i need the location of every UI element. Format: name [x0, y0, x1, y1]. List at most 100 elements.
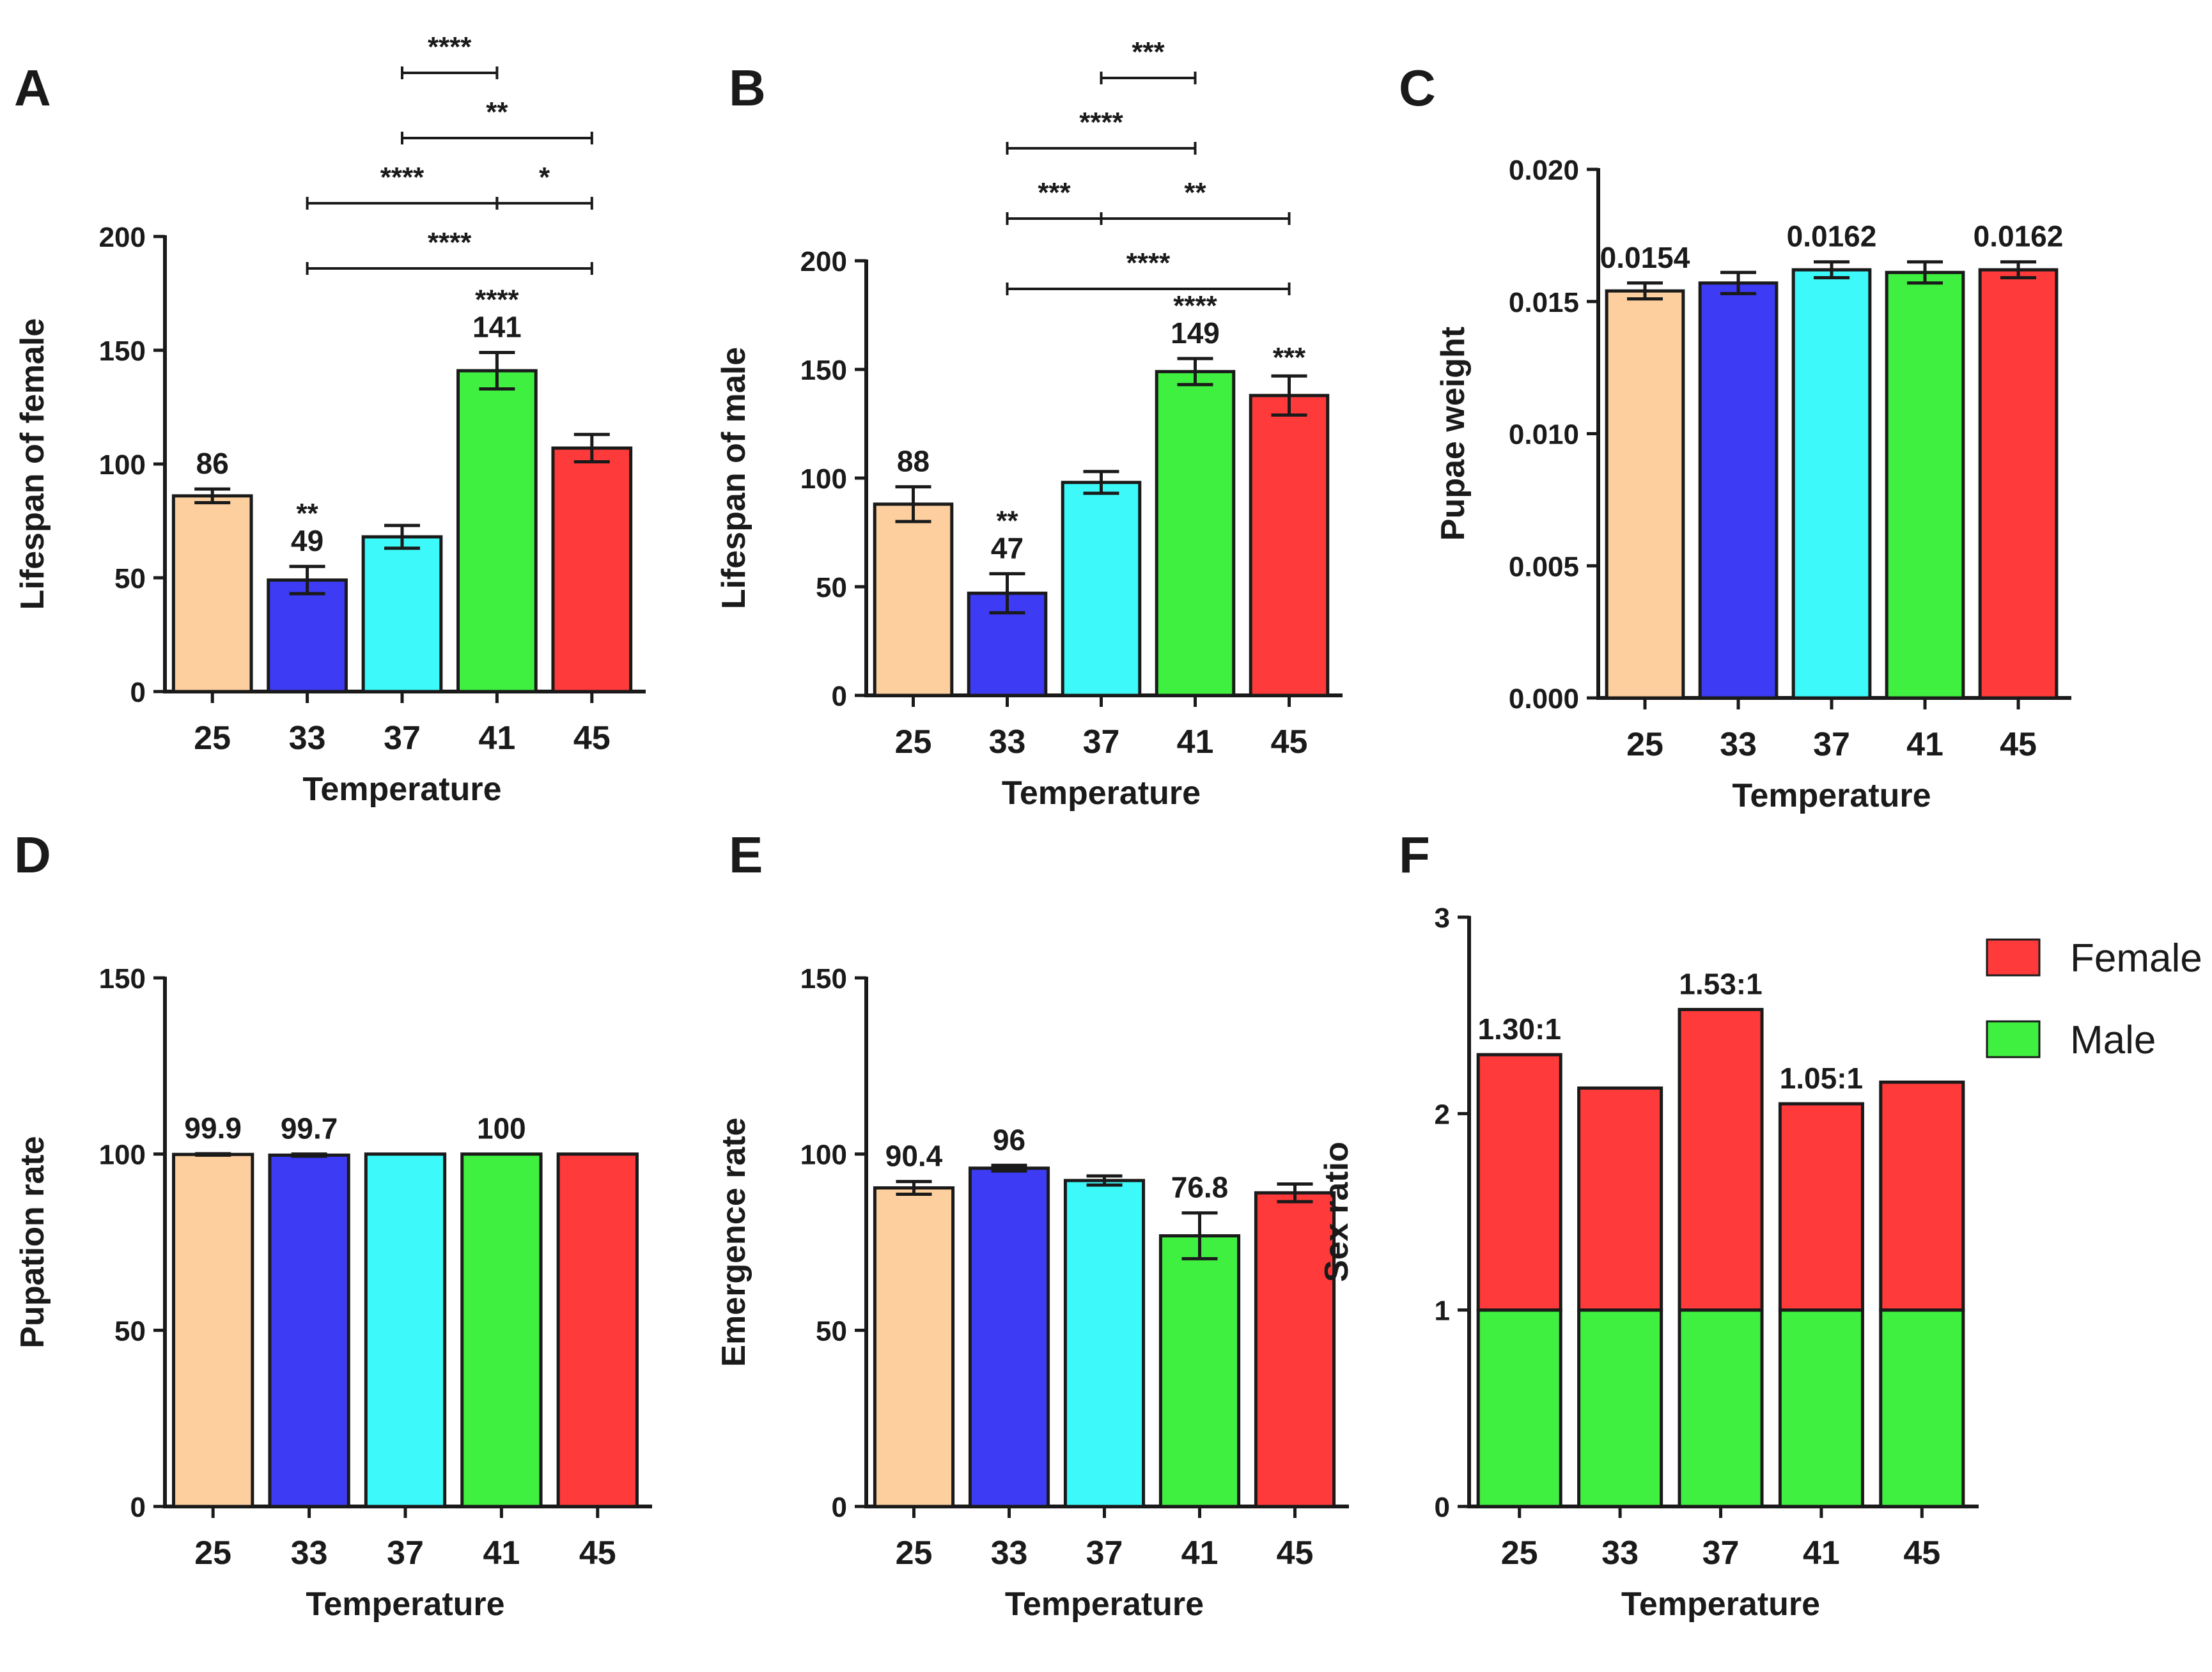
y-tick-label: 150 [800, 963, 847, 995]
y-tick-label: 0 [832, 681, 847, 712]
x-tick-label: 45 [573, 720, 611, 757]
bar-segment-male [1577, 1308, 1663, 1508]
bar-segment-female [1476, 1053, 1562, 1312]
y-tick-label: 200 [99, 222, 146, 253]
bar [364, 1152, 447, 1508]
data-label: 149 [1171, 316, 1220, 350]
bar [1885, 270, 1965, 700]
y-tick-label: 0.020 [1509, 155, 1579, 186]
data-label: 99.9 [184, 1111, 242, 1145]
x-axis-title: Temperature [1621, 1586, 1820, 1623]
x-axis-title: Temperature [306, 1586, 504, 1623]
data-label: 0.0154 [1600, 241, 1690, 274]
bar [1155, 369, 1236, 697]
panel-letter: E [729, 826, 763, 883]
x-tick-label: 37 [1702, 1535, 1740, 1572]
panel-f: F 0 1 2 3 25 33 37 41 45 Temperature Sex ratio Femal… [1318, 826, 2202, 1623]
y-tick-label: 0 [1435, 1492, 1450, 1523]
data-label: 96 [993, 1123, 1025, 1156]
panel-letter: B [729, 59, 766, 116]
comparison-label: **** [380, 162, 424, 193]
y-tick-label: 0.010 [1509, 419, 1579, 451]
x-axis-title: Temperature [302, 771, 501, 808]
comparison-label: *** [1132, 36, 1165, 68]
bar [1061, 481, 1142, 697]
bar [968, 1166, 1050, 1508]
y-tick-label: 50 [816, 572, 847, 603]
x-tick-label: 25 [194, 1535, 231, 1572]
comparison-label: ** [486, 97, 508, 128]
bar-segment-female [1678, 1007, 1764, 1312]
y-tick-label: 0.015 [1509, 287, 1579, 318]
panel-b: B 0 50 100 150 200 25 33 37 41 45 Temperature Lifesp… [715, 36, 1343, 812]
y-tick-label: 0 [832, 1492, 847, 1523]
data-label: 1.53:1 [1679, 967, 1762, 1000]
x-tick-label: 37 [384, 720, 421, 757]
bar [1698, 281, 1779, 700]
x-tick-label: 41 [1181, 1535, 1219, 1572]
comparison-label: **** [428, 31, 472, 63]
bar [1249, 394, 1330, 697]
x-tick-label: 25 [896, 1535, 933, 1572]
x-tick-label: 37 [387, 1535, 424, 1572]
data-label: 47 [991, 532, 1024, 565]
bar-segment-male [1476, 1308, 1562, 1508]
bar-segment-female [1577, 1086, 1663, 1312]
y-tick-label: 0.000 [1509, 683, 1579, 715]
x-tick-label: 45 [579, 1535, 616, 1572]
bar [873, 1186, 955, 1508]
bar [1254, 1191, 1336, 1508]
bar [1063, 1179, 1146, 1508]
y-tick-label: 0 [130, 677, 146, 708]
y-tick-label: 100 [99, 449, 146, 481]
bar [556, 1152, 639, 1508]
data-label: 90.4 [885, 1140, 943, 1173]
y-tick-label: 100 [99, 1140, 146, 1171]
x-tick-label: 33 [989, 724, 1026, 761]
y-tick-label: 100 [800, 1140, 847, 1171]
panel-letter: A [14, 59, 51, 116]
legend-label: Female [2070, 936, 2202, 980]
bar [1791, 268, 1872, 700]
panel-a: A 0 50 100 150 200 25 33 37 41 45 Temperature Lifesp… [14, 31, 646, 808]
x-axis-title: Temperature [1002, 775, 1201, 812]
data-label: 141 [472, 311, 522, 344]
y-tick-label: 0.005 [1509, 551, 1579, 582]
bar [551, 446, 633, 693]
bar [172, 1152, 254, 1508]
bar-segment-female [1778, 1102, 1864, 1312]
x-tick-label: 41 [1803, 1535, 1840, 1572]
y-tick-label: 50 [114, 1315, 146, 1347]
data-label: 76.8 [1171, 1171, 1229, 1204]
data-label: 99.7 [281, 1112, 338, 1145]
x-tick-label: 25 [194, 720, 231, 757]
bar [267, 578, 348, 693]
x-tick-label: 37 [1086, 1535, 1123, 1572]
data-label: 0.0162 [1787, 220, 1877, 253]
x-axis-title: Temperature [1732, 777, 1931, 814]
legend-swatch-male [1986, 1020, 2041, 1058]
significance-mark: **** [1173, 290, 1217, 321]
y-tick-label: 100 [800, 463, 847, 495]
data-label: 0.0162 [1974, 220, 2064, 253]
x-tick-label: 41 [1177, 724, 1214, 761]
panel-letter: D [14, 826, 51, 883]
bar [456, 369, 538, 693]
y-axis-title: Lifespan of male [715, 347, 752, 609]
y-tick-label: 50 [816, 1315, 847, 1347]
y-tick-label: 0 [130, 1492, 146, 1523]
comparison-label: **** [428, 227, 472, 258]
x-tick-label: 41 [483, 1535, 520, 1572]
x-tick-label: 45 [1271, 724, 1308, 761]
x-tick-label: 33 [1720, 726, 1757, 763]
bar [460, 1152, 543, 1508]
significance-mark: ** [296, 498, 318, 529]
bar [1605, 289, 1685, 700]
panel-e: E 0 50 100 150 25 33 37 41 45 Temperature Emergence… [715, 826, 1349, 1623]
bar-segment-male [1678, 1308, 1764, 1508]
x-tick-label: 41 [478, 720, 515, 757]
bar [1158, 1234, 1241, 1508]
bar [361, 535, 443, 693]
significance-mark: **** [475, 284, 519, 316]
